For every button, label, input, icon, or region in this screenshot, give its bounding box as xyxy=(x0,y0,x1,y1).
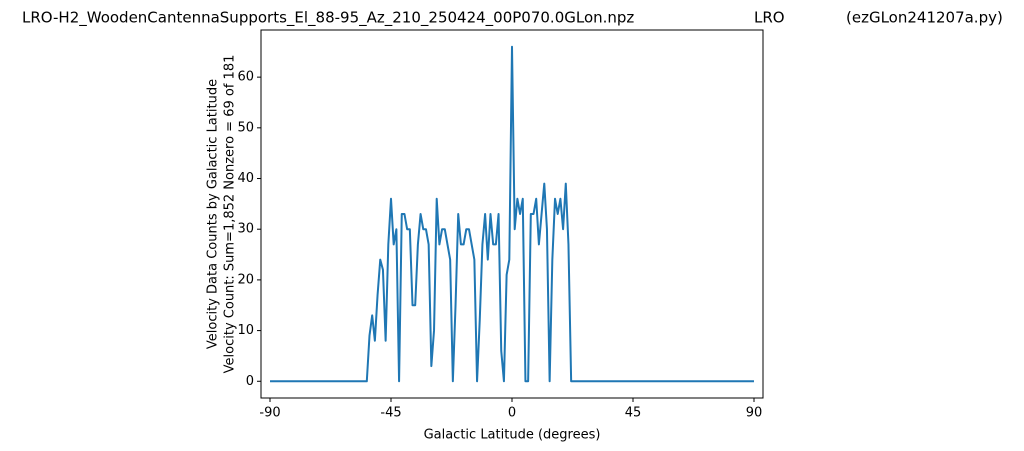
y-tick-label: 10 xyxy=(237,323,254,338)
y-tick-label: 40 xyxy=(237,171,254,186)
x-tick-label: 0 xyxy=(508,406,516,421)
x-tick-label: -90 xyxy=(259,406,280,421)
title-program: (ezGLon241207a.py) xyxy=(846,9,1003,27)
y-tick-label: 0 xyxy=(246,374,254,389)
x-tick-label: 90 xyxy=(746,406,763,421)
title-site: LRO xyxy=(754,9,785,27)
y-tick-label: 30 xyxy=(237,222,254,237)
y-tick-label: 20 xyxy=(237,272,254,287)
title-file: LRO-H2_WoodenCantennaSupports_El_88-95_A… xyxy=(22,9,634,28)
x-axis-label: Galactic Latitude (degrees) xyxy=(424,428,601,443)
x-tick-label: -45 xyxy=(380,406,401,421)
y-axis-label: Velocity Data Counts by Galactic Latitud… xyxy=(206,79,221,349)
y-axis-label: Velocity Count: Sum=1,852 Nonzero = 69 o… xyxy=(223,55,238,374)
data-line xyxy=(270,45,754,383)
y-tick-label: 50 xyxy=(237,120,254,135)
x-tick-label: 45 xyxy=(625,406,642,421)
y-tick-label: 60 xyxy=(237,70,254,85)
